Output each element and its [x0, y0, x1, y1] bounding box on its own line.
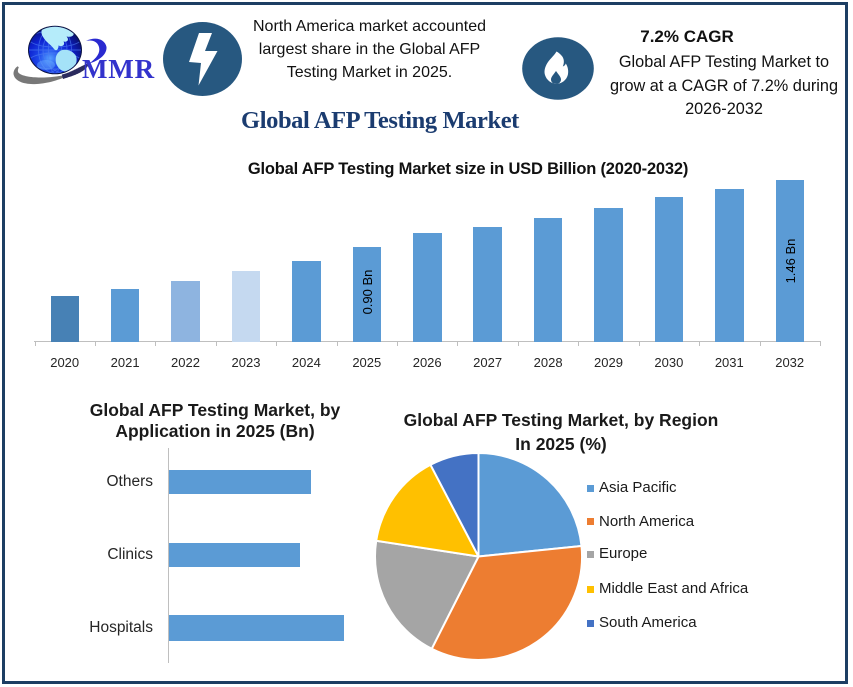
- svg-text:MMR: MMR: [82, 54, 155, 84]
